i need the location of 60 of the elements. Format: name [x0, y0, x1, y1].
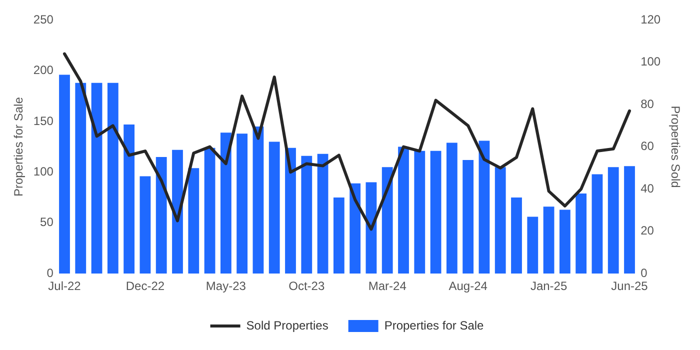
- y-tick-label: 50: [40, 215, 54, 230]
- x-tick-label: Dec-22: [126, 279, 165, 294]
- bar: [543, 206, 554, 274]
- y2-tick-label: 100: [640, 54, 661, 69]
- y-tick-label: 0: [46, 266, 54, 280]
- bar: [414, 150, 426, 274]
- x-tick-label: May-23: [206, 279, 246, 294]
- bar: [494, 167, 506, 274]
- x-tick-label: Mar-24: [368, 279, 407, 294]
- bar: [156, 156, 167, 274]
- bar: [285, 148, 296, 274]
- y2-tick-label: 60: [640, 139, 654, 154]
- bar: [462, 160, 474, 274]
- y-tick-label: 150: [33, 114, 54, 128]
- bar: [398, 146, 409, 274]
- x-tick-label: Jul-22: [48, 279, 82, 294]
- x-tick-label: Jan-25: [530, 279, 568, 294]
- bar: [268, 142, 280, 274]
- y-tick-label: 200: [33, 63, 54, 78]
- bar: [204, 148, 216, 274]
- bar: [608, 167, 619, 274]
- bar: [333, 198, 344, 274]
- bar: [430, 150, 442, 274]
- bar: [559, 210, 570, 274]
- bar: [140, 176, 151, 274]
- bar: [527, 216, 538, 274]
- y2-tick-label: 20: [640, 224, 654, 238]
- y2-tick-label: 120: [640, 12, 661, 26]
- bar: [576, 193, 587, 274]
- y-axis-title: Properties for Sale: [12, 96, 26, 196]
- bar: [172, 150, 183, 274]
- bar: [317, 154, 328, 274]
- y-tick-label: 100: [33, 164, 54, 178]
- bar: [75, 82, 86, 274]
- x-tick-label: Jun-25: [611, 279, 648, 294]
- bar: [236, 134, 248, 274]
- bar: [624, 166, 635, 274]
- y2-tick-label: 0: [640, 266, 648, 280]
- bar: [511, 198, 522, 274]
- legend-label: Sold Properties: [246, 318, 328, 332]
- bar: [220, 132, 232, 274]
- bar: [124, 124, 135, 274]
- bar: [301, 156, 312, 274]
- y2-tick-label: 80: [640, 96, 654, 111]
- y2-tick-label: 40: [640, 181, 654, 196]
- bar: [59, 74, 70, 274]
- bar: [382, 167, 393, 274]
- y-tick-label: 250: [33, 12, 54, 26]
- bar: [350, 183, 361, 274]
- bar: [592, 174, 603, 274]
- x-tick-label: Aug-24: [448, 279, 488, 294]
- bar: [478, 140, 490, 274]
- x-tick-label: Oct-23: [288, 279, 325, 294]
- bar: [107, 82, 118, 274]
- legend-label: Properties for Sale: [384, 318, 484, 332]
- bar: [446, 142, 458, 274]
- bar: [188, 168, 200, 274]
- y2-axis-title: Properties Sold: [668, 106, 682, 188]
- bar: [252, 126, 264, 274]
- bar: [91, 82, 102, 274]
